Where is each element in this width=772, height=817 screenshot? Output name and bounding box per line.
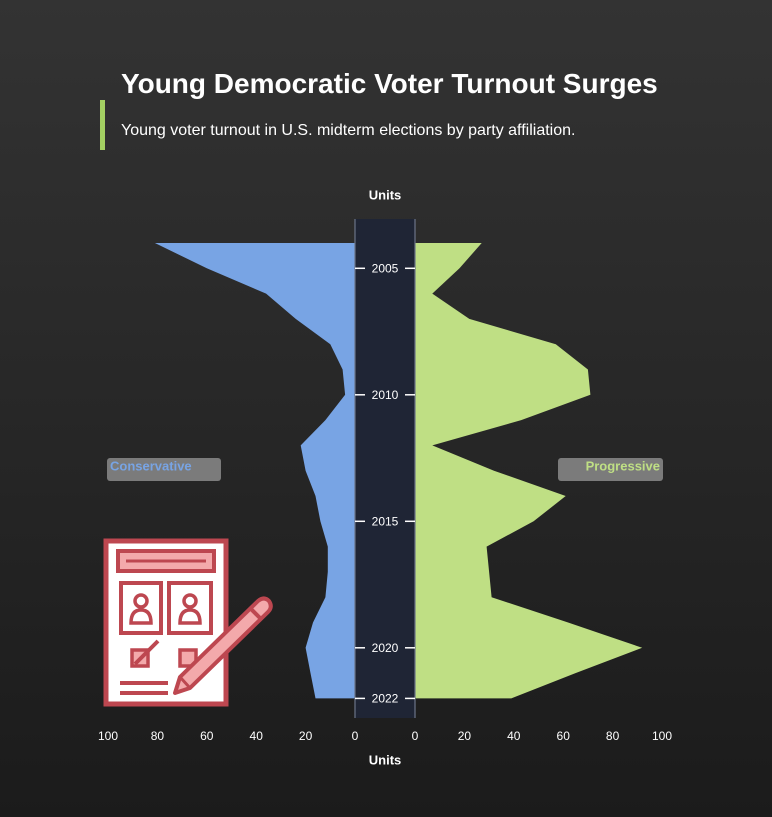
x-tick-label-left: 20: [299, 729, 313, 743]
ballot-vote-icon: [103, 538, 273, 707]
center-band: [355, 219, 415, 718]
checkbox-2: [178, 648, 198, 668]
x-tick-label-left: 100: [98, 729, 118, 743]
checkmark: [133, 639, 160, 666]
series-area-progressive: [415, 243, 643, 699]
x-tick-label-left: 40: [250, 729, 264, 743]
year-label: 2020: [372, 641, 399, 655]
pencil-band: [248, 606, 263, 621]
x-tick-label-right: 0: [412, 729, 419, 743]
series-label-box-right: [558, 458, 663, 481]
year-label: 2005: [372, 261, 399, 275]
chart-background-layer: [355, 219, 415, 718]
chart-axis-layer: [354, 219, 416, 718]
y-axis-title: Units: [369, 188, 402, 203]
series-area-conservative: [154, 243, 355, 699]
x-tick-label-right: 80: [606, 729, 620, 743]
series-label-conservative: Conservative: [110, 459, 192, 474]
candidate-body-1: [129, 608, 153, 625]
candidate-head-1: [133, 593, 149, 609]
title-accent-bar: [100, 100, 105, 150]
page-title: Young Democratic Voter Turnout Surges: [121, 68, 658, 99]
pencil-tip-line: [178, 675, 192, 690]
x-tick-label-right: 60: [557, 729, 571, 743]
chart-series-layer: [154, 243, 643, 699]
x-tick-label-left: 80: [151, 729, 165, 743]
series-label-progressive: Progressive: [586, 459, 660, 474]
year-label: 2022: [372, 691, 399, 705]
candidate-head-2: [182, 593, 198, 609]
year-label: 2015: [372, 514, 399, 528]
chart-labels-layer: 2005 2010 2015 2020 2022 100 80 60 40 20 0 0 20 40 60 8…: [98, 188, 672, 768]
page-subtitle: Young voter turnout in U.S. midterm elec…: [121, 122, 576, 139]
pencil: [173, 596, 273, 695]
x-tick-label-right: 20: [458, 729, 472, 743]
x-tick-label-right: 100: [652, 729, 672, 743]
x-tick-label-right: 40: [507, 729, 521, 743]
x-tick-label-left: 0: [352, 729, 359, 743]
series-label-box-left: [107, 458, 221, 481]
x-axis-title: Units: [369, 753, 402, 768]
year-label: 2010: [372, 388, 399, 402]
x-tick-label-left: 60: [200, 729, 214, 743]
candidate-body-2: [178, 608, 202, 625]
